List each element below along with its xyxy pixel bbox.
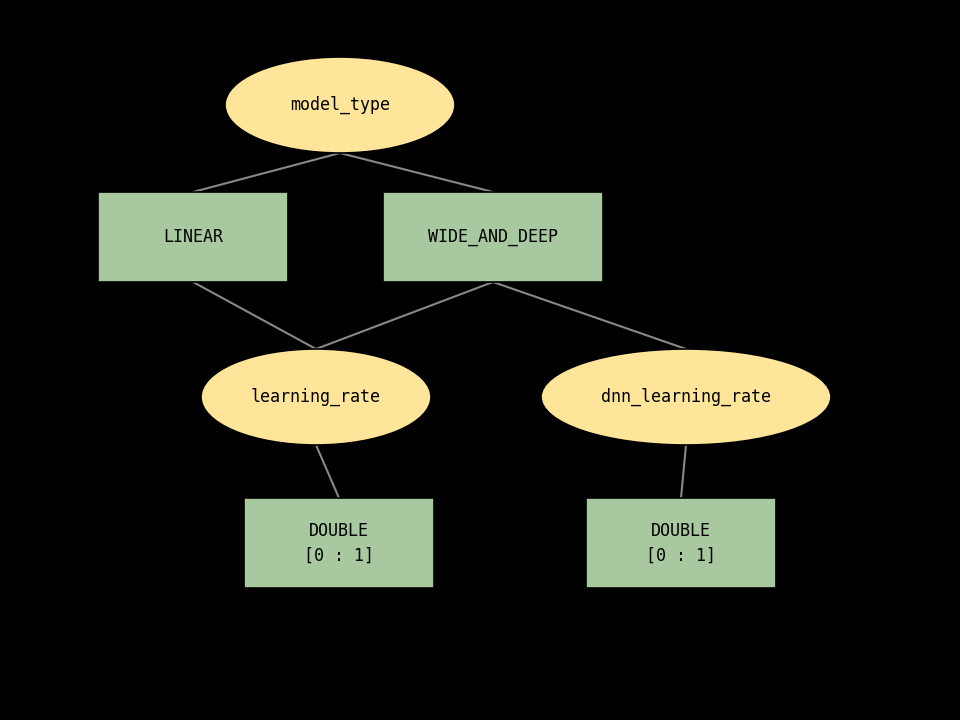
Bar	[244, 498, 434, 588]
Text: learning_rate: learning_rate	[251, 388, 381, 406]
Ellipse shape	[541, 349, 831, 445]
Text: DOUBLE
[0 : 1]: DOUBLE [0 : 1]	[304, 521, 374, 564]
Ellipse shape	[225, 57, 455, 153]
Bar	[98, 192, 288, 282]
Ellipse shape	[201, 349, 431, 445]
Bar	[383, 192, 603, 282]
Text: model_type: model_type	[290, 96, 390, 114]
Text: dnn_learning_rate: dnn_learning_rate	[601, 388, 771, 406]
Text: LINEAR: LINEAR	[163, 228, 223, 246]
Text: WIDE_AND_DEEP: WIDE_AND_DEEP	[428, 228, 558, 246]
Text: DOUBLE
[0 : 1]: DOUBLE [0 : 1]	[646, 521, 716, 564]
Bar	[586, 498, 776, 588]
